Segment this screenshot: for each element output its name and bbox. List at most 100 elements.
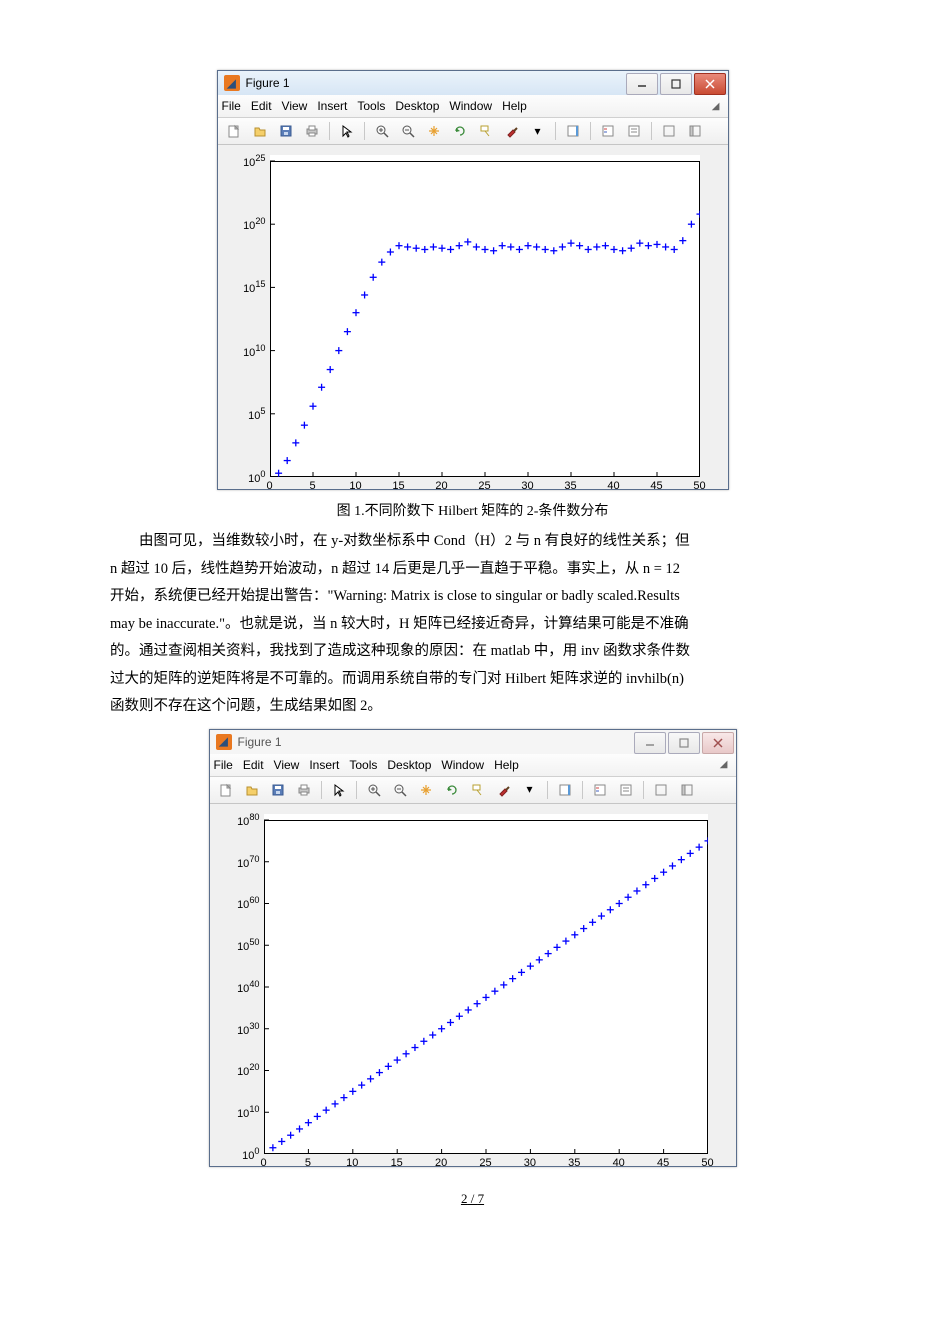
- window-controls: [626, 71, 728, 95]
- menu-tools[interactable]: Tools: [349, 758, 377, 772]
- datacursor-icon[interactable]: [474, 119, 498, 143]
- separator: [582, 781, 583, 799]
- menu-edit[interactable]: Edit: [251, 99, 272, 113]
- print-icon[interactable]: [292, 778, 316, 802]
- para-line3: 开始，系统便已经开始提出警告："Warning: Matrix is close…: [110, 588, 680, 604]
- figure1-toolbar: ▾: [218, 118, 728, 145]
- document-page: ◢ Figure 1 File Edit View Insert Tools D…: [0, 0, 945, 1247]
- figure1-window: ◢ Figure 1 File Edit View Insert Tools D…: [217, 70, 729, 490]
- menu-desktop[interactable]: Desktop: [387, 758, 431, 772]
- figure1-plot-area: 0510152025303540455010010510101015102010…: [218, 145, 728, 489]
- link-icon[interactable]: ▾: [518, 778, 542, 802]
- menu-help[interactable]: Help: [502, 99, 527, 113]
- figure2-window: ◢ Figure 1 File Edit View Insert Tools D…: [209, 729, 737, 1167]
- separator: [590, 122, 591, 140]
- separator: [321, 781, 322, 799]
- figure1-title: Figure 1: [246, 76, 290, 90]
- figure2-title: Figure 1: [238, 735, 282, 749]
- new-figure-icon[interactable]: [214, 778, 238, 802]
- pan-icon[interactable]: [422, 119, 446, 143]
- minimize-button[interactable]: [626, 73, 658, 95]
- matlab-icon: ◢: [224, 75, 240, 91]
- menu-expand-icon[interactable]: ◢: [712, 101, 724, 112]
- show-tools-icon[interactable]: [683, 119, 707, 143]
- menu-file[interactable]: File: [222, 99, 241, 113]
- pan-icon[interactable]: [414, 778, 438, 802]
- menu-desktop[interactable]: Desktop: [395, 99, 439, 113]
- show-tools-icon[interactable]: [675, 778, 699, 802]
- figure1-caption: 图 1.不同阶数下 Hilbert 矩阵的 2-条件数分布: [110, 500, 835, 520]
- figure2-toolbar: ▾: [210, 777, 736, 804]
- separator: [643, 781, 644, 799]
- legend-icon[interactable]: [596, 119, 620, 143]
- separator: [356, 781, 357, 799]
- zoom-out-icon[interactable]: [396, 119, 420, 143]
- save-icon[interactable]: [274, 119, 298, 143]
- figure2-plot-area: 0510152025303540455010010101020103010401…: [210, 804, 736, 1166]
- minimize-button[interactable]: [634, 732, 666, 754]
- new-figure-icon[interactable]: [222, 119, 246, 143]
- legend-icon[interactable]: [588, 778, 612, 802]
- menu-view[interactable]: View: [274, 758, 300, 772]
- para-line5: 的。通过查阅相关资料，我找到了造成这种现象的原因：在 matlab 中，用 in…: [110, 643, 690, 659]
- menu-window[interactable]: Window: [441, 758, 484, 772]
- separator: [329, 122, 330, 140]
- menu-expand-icon[interactable]: ◢: [720, 759, 732, 770]
- close-button[interactable]: [702, 732, 734, 754]
- para-line4: may be inaccurate."。也就是说，当 n 较大时，H 矩阵已经接…: [110, 616, 689, 632]
- menu-help[interactable]: Help: [494, 758, 519, 772]
- colorbar-icon[interactable]: [553, 778, 577, 802]
- rotate-icon[interactable]: [448, 119, 472, 143]
- colorbar-icon[interactable]: [561, 119, 585, 143]
- brush-icon[interactable]: [500, 119, 524, 143]
- maximize-button[interactable]: [668, 732, 700, 754]
- figure2-svg: [264, 814, 708, 1154]
- figure2-menubar: File Edit View Insert Tools Desktop Wind…: [210, 754, 736, 777]
- rotate-icon[interactable]: [440, 778, 464, 802]
- para-line7: 函数则不存在这个问题，生成结果如图 2。: [110, 698, 382, 714]
- brush-icon[interactable]: [492, 778, 516, 802]
- menu-edit[interactable]: Edit: [243, 758, 264, 772]
- page-footer: 2 / 7: [110, 1167, 835, 1217]
- figure1-axes: 0510152025303540455010010510101015102010…: [270, 155, 700, 477]
- body-paragraph: 由图可见，当维数较小时，在 y-对数坐标系中 Cond（H）2 与 n 有良好的…: [110, 528, 835, 721]
- save-icon[interactable]: [266, 778, 290, 802]
- menu-insert[interactable]: Insert: [317, 99, 347, 113]
- window-controls: [634, 730, 736, 754]
- maximize-button[interactable]: [660, 73, 692, 95]
- pointer-icon[interactable]: [335, 119, 359, 143]
- link-icon[interactable]: ▾: [526, 119, 550, 143]
- hide-tools-icon[interactable]: [649, 778, 673, 802]
- menu-tools[interactable]: Tools: [357, 99, 385, 113]
- para-line1: 由图可见，当维数较小时，在 y-对数坐标系中 Cond（H）2 与 n 有良好的…: [139, 533, 690, 549]
- figure2-titlebar[interactable]: ◢ Figure 1: [210, 730, 736, 754]
- figure1-menubar: File Edit View Insert Tools Desktop Wind…: [218, 95, 728, 118]
- page-number: 2 / 7: [461, 1191, 484, 1206]
- datacursor-icon[interactable]: [466, 778, 490, 802]
- para-line2: n 超过 10 后，线性趋势开始波动，n 超过 14 后更是几乎一直趋于平稳。事…: [110, 561, 680, 577]
- figure1-titlebar[interactable]: ◢ Figure 1: [218, 71, 728, 95]
- pointer-icon[interactable]: [327, 778, 351, 802]
- menu-insert[interactable]: Insert: [309, 758, 339, 772]
- zoom-out-icon[interactable]: [388, 778, 412, 802]
- hide-tools-icon[interactable]: [657, 119, 681, 143]
- print-icon[interactable]: [300, 119, 324, 143]
- open-icon[interactable]: [240, 778, 264, 802]
- close-button[interactable]: [694, 73, 726, 95]
- separator: [364, 122, 365, 140]
- separator: [555, 122, 556, 140]
- figure1-svg: [270, 155, 700, 477]
- para-line6: 过大的矩阵的逆矩阵将是不可靠的。而调用系统自带的专门对 Hilbert 矩阵求逆…: [110, 671, 684, 687]
- separator: [547, 781, 548, 799]
- zoom-in-icon[interactable]: [362, 778, 386, 802]
- annotation-icon[interactable]: [614, 778, 638, 802]
- menu-file[interactable]: File: [214, 758, 233, 772]
- annotation-icon[interactable]: [622, 119, 646, 143]
- figure2-axes: 0510152025303540455010010101020103010401…: [264, 814, 708, 1154]
- open-icon[interactable]: [248, 119, 272, 143]
- menu-window[interactable]: Window: [449, 99, 492, 113]
- zoom-in-icon[interactable]: [370, 119, 394, 143]
- separator: [651, 122, 652, 140]
- matlab-icon: ◢: [216, 734, 232, 750]
- menu-view[interactable]: View: [282, 99, 308, 113]
